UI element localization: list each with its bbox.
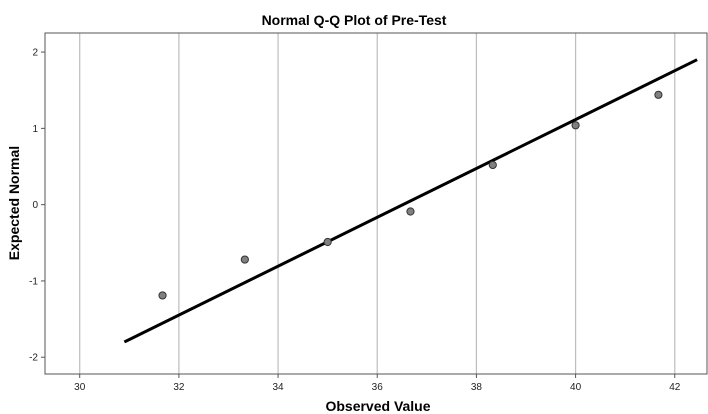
x-tick-label: 36 [372, 382, 384, 393]
data-point [571, 121, 580, 130]
data-points [158, 90, 663, 300]
y-tick-label: 0 [32, 200, 38, 211]
y-tick-label: 2 [32, 48, 38, 59]
data-point [488, 160, 497, 170]
reference-line [123, 58, 698, 344]
x-tick-label: 40 [570, 382, 582, 393]
plot-frame [44, 32, 708, 375]
x-tick-label: 34 [273, 382, 285, 393]
chart-title: Normal Q-Q Plot of Pre-Test [262, 12, 447, 28]
grid-lines [79, 33, 676, 374]
x-tick-label: 30 [74, 382, 86, 393]
x-tick-label: 38 [471, 382, 483, 393]
y-tick-label: -2 [29, 353, 38, 364]
data-point [406, 207, 415, 216]
data-point [240, 255, 249, 264]
data-point [654, 90, 663, 99]
y-tick-label: -1 [29, 276, 38, 287]
y-tick-label: 1 [32, 124, 38, 135]
x-tick-label: 42 [669, 382, 681, 393]
reference-line-group [123, 58, 698, 344]
x-tick-label: 32 [173, 382, 185, 393]
y-axis-label: Expected Normal [6, 146, 22, 260]
x-axis-label: Observed Value [325, 398, 430, 414]
data-point [158, 291, 167, 300]
data-point [323, 237, 332, 247]
